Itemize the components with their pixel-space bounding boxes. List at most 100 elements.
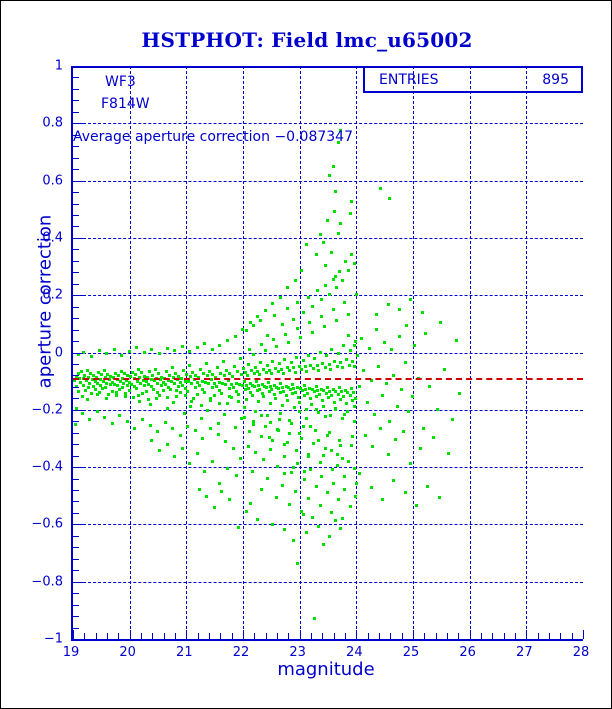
scatter-point <box>316 438 320 442</box>
scatter-point <box>427 385 431 389</box>
x-tick-minor <box>265 633 267 639</box>
scatter-point <box>176 384 180 388</box>
scatter-point <box>348 504 352 508</box>
scatter-point <box>100 373 104 377</box>
scatter-point <box>125 384 129 388</box>
scatter-point <box>253 365 257 369</box>
scatter-point <box>303 478 307 482</box>
scatter-point <box>302 425 306 429</box>
scatter-point <box>260 413 264 417</box>
scatter-point <box>166 379 170 382</box>
scatter-point <box>247 430 251 434</box>
scatter-point <box>326 385 330 389</box>
x-tick-minor <box>141 633 142 639</box>
x-tick-minor <box>231 633 233 639</box>
scatter-point <box>201 387 205 391</box>
x-tick-label: 28 <box>572 645 590 660</box>
scatter-point <box>371 444 375 448</box>
scatter-point <box>158 377 162 381</box>
scatter-point <box>216 433 220 437</box>
scatter-point <box>274 385 278 389</box>
scatter-point <box>273 313 277 317</box>
scatter-point <box>214 385 218 389</box>
scatter-point <box>264 370 268 374</box>
scatter-point <box>324 284 328 288</box>
y-tick-label: −0.4 <box>31 459 63 475</box>
scatter-point <box>110 421 114 425</box>
scatter-point <box>302 383 306 387</box>
scatter-point <box>197 384 201 388</box>
scatter-point <box>260 342 264 346</box>
scatter-point <box>265 333 269 337</box>
scatter-point <box>349 443 353 447</box>
scatter-point <box>246 444 250 448</box>
scatter-point <box>165 347 169 351</box>
scatter-point <box>305 416 309 420</box>
scatter-point <box>272 337 276 341</box>
scatter-point <box>133 385 137 389</box>
scatter-point <box>392 373 396 377</box>
scatter-point <box>352 404 356 408</box>
scatter-point <box>80 412 84 416</box>
scatter-point <box>422 427 426 431</box>
scatter-point <box>218 401 222 405</box>
scatter-point <box>290 471 294 475</box>
scatter-point <box>317 393 321 397</box>
scatter-point <box>120 353 124 357</box>
y-tick-minor <box>73 169 79 171</box>
scatter-point <box>331 164 335 168</box>
scatter-point <box>125 419 129 423</box>
scatter-point <box>257 373 261 377</box>
scatter-point <box>140 371 143 375</box>
scatter-point <box>175 378 179 382</box>
scatter-point <box>339 526 343 530</box>
scatter-point <box>136 380 140 384</box>
scatter-point <box>119 369 123 373</box>
scatter-point <box>281 371 285 375</box>
x-tick-minor <box>84 633 86 639</box>
scatter-point <box>271 302 275 306</box>
scatter-point <box>221 382 225 386</box>
scatter-point <box>154 397 158 401</box>
scatter-point <box>118 413 122 417</box>
scatter-point <box>238 357 242 361</box>
scatter-point <box>318 232 322 236</box>
scatter-point <box>325 219 329 223</box>
scatter-point <box>308 397 312 401</box>
scatter-point <box>284 385 288 389</box>
scatter-point <box>324 264 328 268</box>
scatter-point <box>158 393 162 397</box>
scatter-point <box>333 274 337 278</box>
x-axis-title: magnitude <box>277 659 375 680</box>
scatter-point <box>313 429 317 433</box>
scatter-point <box>86 386 90 390</box>
x-tick-major <box>186 630 188 639</box>
y-tick-minor <box>73 77 79 79</box>
scatter-point <box>163 382 167 386</box>
scatter-point <box>227 395 231 399</box>
y-tick-major <box>73 66 83 67</box>
scatter-point <box>279 391 283 395</box>
x-tick-minor <box>254 633 256 639</box>
x-tick-major <box>583 630 584 639</box>
scatter-point <box>199 403 203 407</box>
scatter-point <box>245 374 249 378</box>
gridline-horizontal <box>73 295 583 297</box>
scatter-point <box>271 438 275 442</box>
scatter-point <box>344 402 348 406</box>
scatter-point <box>225 368 228 372</box>
scatter-point <box>437 496 441 500</box>
scatter-point <box>192 396 196 400</box>
scatter-point <box>319 460 323 464</box>
x-tick-minor <box>424 633 426 639</box>
scatter-point <box>209 378 213 382</box>
scatter-point <box>193 429 197 433</box>
scatter-point <box>248 321 252 325</box>
scatter-point <box>321 361 325 365</box>
detector-label: WF3 <box>105 74 136 90</box>
x-tick-minor <box>481 633 482 639</box>
scatter-point <box>243 388 247 392</box>
scatter-point <box>208 369 211 373</box>
scatter-point <box>102 369 106 373</box>
filter-label: F814W <box>101 96 150 112</box>
